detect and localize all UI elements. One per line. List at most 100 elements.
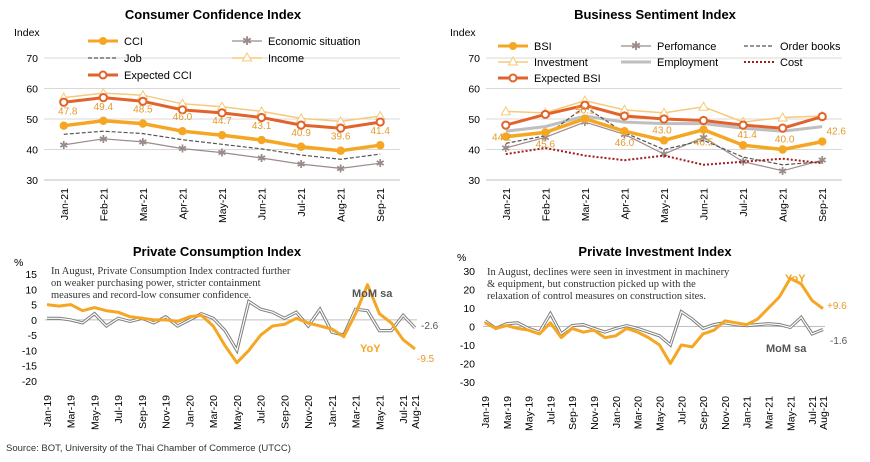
consumer-confidence-panel: Consumer Confidence Index Index 30 40 50 60… [14, 7, 400, 223]
legend-label-cci: CCI [124, 36, 143, 48]
cci-title: Consumer Confidence Index [125, 7, 302, 22]
legend-marker-income [241, 51, 253, 62]
pii-mom-annotation: MoM sa [766, 343, 807, 355]
y-tick-label: 0 [31, 315, 37, 327]
x-tick-label: May-20 [654, 396, 666, 431]
x-tick-label: May-21 [659, 188, 671, 223]
series-expected-cci-point [98, 93, 108, 103]
series-expected-bsi-point [698, 115, 709, 126]
y-tick-label: -10 [22, 345, 37, 357]
series-cci-point [217, 130, 227, 140]
y-tick-label: 30 [26, 175, 38, 187]
y-tick-label: 40 [468, 145, 480, 157]
pii-note-line-2: & equipment, but construction picked up … [487, 279, 696, 290]
pii-mom-end-label: -1.6 [830, 336, 848, 347]
data-label: 47.8 [58, 107, 78, 118]
legend-label-expected-cci: Expected CCI [124, 70, 192, 82]
series-cci-point [336, 146, 345, 155]
legend-marker-expected-cci [98, 70, 108, 80]
bsi-data-labels: 44.2 45.6 50.1 46.0 43.0 46.5 41.4 40.0 42.6 [492, 106, 846, 151]
x-tick-label: Jul-21 [296, 188, 308, 217]
x-tick-label: Jan-21 [59, 188, 71, 220]
series-bsi-point [501, 132, 510, 141]
pii-x-ticks: Jan-19 Mar-19 May-19 Jul-19 Sep-19 Nov-19 Jan-… [480, 396, 830, 431]
pii-note: In August, declines were seen in investm… [487, 267, 730, 302]
series-cci-point [178, 127, 187, 136]
x-tick-label: Jul-20 [676, 396, 688, 425]
y-tick-label: 60 [26, 84, 38, 96]
y-tick-label: 70 [468, 53, 480, 65]
x-tick-label: Mar-21 [351, 395, 363, 428]
data-label: 43.0 [652, 125, 672, 136]
series-perfomance-point: ✱ [699, 131, 708, 144]
series-bsi-point [818, 137, 827, 146]
series-expected-cci-point [256, 112, 267, 123]
series-economic-situation-line [63, 138, 381, 170]
data-label: 42.6 [826, 127, 846, 138]
bsi-title: Business Sentiment Index [574, 7, 737, 22]
bsi-y-ticks: 30 40 50 60 70 [468, 53, 480, 187]
legend-label-income: Income [268, 53, 304, 65]
x-tick-label: Apr-21 [177, 188, 189, 220]
x-tick-label: May-21 [374, 395, 386, 430]
legend-marker-perfomance: ✱ [631, 39, 641, 53]
legend-marker-expected-bsi [508, 73, 518, 83]
series-perfomance-point: ✱ [778, 165, 787, 178]
series-bsi-point [738, 141, 748, 150]
data-label: 49.4 [94, 102, 114, 113]
series-cci-point [59, 121, 68, 130]
series-economic-situation-point: ✱ [59, 139, 68, 152]
y-tick-label: 30 [468, 175, 480, 187]
data-label: 44.7 [212, 116, 232, 127]
data-label: 40.0 [775, 135, 795, 146]
x-tick-label: Aug-21 [336, 188, 348, 222]
y-tick-label: 60 [468, 84, 480, 96]
series-cci-point [257, 135, 266, 145]
y-tick-label: 10 [463, 303, 475, 315]
legend-label-perfomance: Perfomance [657, 41, 716, 53]
x-tick-label: Mar-20 [208, 395, 220, 428]
y-tick-label: 50 [26, 114, 38, 126]
cci-x-ticks: Jan-21 Feb-21 Mar-21 Apr-21 May-21 Jun-21 Jul-… [59, 188, 387, 223]
legend-label-bsi: BSI [534, 41, 552, 53]
series-economic-situation-point: ✱ [99, 133, 108, 146]
series-perfomance-point: ✱ [818, 154, 827, 167]
legend-marker-bsi [509, 42, 517, 50]
cci-series-lines: ✱ ✱ ✱ ✱ ✱ ✱ ✱ ✱ ✱ [58, 87, 386, 175]
y-tick-label: -30 [460, 377, 475, 389]
x-tick-label: Jul-21 [398, 395, 410, 424]
x-tick-label: Mar-21 [138, 188, 150, 221]
series-economic-situation-point: ✱ [178, 143, 187, 156]
series-mom-sa-line [484, 310, 824, 347]
legend-label-econ: Economic situation [268, 36, 360, 48]
x-tick-label: Sep-19 [137, 395, 149, 429]
y-tick-label: 40 [26, 145, 38, 157]
y-tick-label: 15 [25, 269, 37, 281]
x-tick-label: Mar-20 [633, 396, 645, 429]
legend-label-employment: Employment [657, 57, 718, 69]
x-tick-label: Feb-21 [98, 188, 110, 221]
private-investment-panel: Private Investment Index % -30 -20 -10 0 10 2… [457, 244, 848, 431]
data-label: 48.5 [133, 105, 153, 116]
x-tick-label: May-21 [217, 188, 229, 223]
series-expected-bsi-point [619, 111, 630, 121]
cci-legend: CCI ✱ Economic situation Job Income Expe… [88, 34, 360, 82]
x-tick-label: Jan-20 [184, 395, 196, 427]
y-tick-label: 5 [31, 300, 37, 312]
x-tick-label: Jun-21 [699, 188, 711, 220]
y-tick-label: 0 [469, 322, 475, 334]
series-bsi-point [580, 114, 590, 123]
pci-title: Private Consumption Index [133, 244, 302, 259]
y-tick-label: -10 [460, 340, 475, 352]
x-tick-label: Jan-21 [327, 395, 339, 427]
series-expected-bsi-point [817, 111, 827, 122]
series-yoy-line [484, 276, 824, 365]
cci-data-labels: 47.8 49.4 48.5 46.0 44.7 43.1 40.9 39.6 41.4 [58, 102, 390, 143]
series-bsi-point [659, 136, 669, 145]
y-tick-label: -20 [22, 376, 37, 388]
x-tick-label: Jun-21 [257, 188, 269, 220]
legend-marker-cci [99, 37, 107, 45]
pci-note-line-3: measures and record-low consumer confide… [51, 290, 251, 301]
pii-ylabel: % [457, 252, 466, 264]
x-tick-label: Sep-19 [567, 396, 579, 430]
